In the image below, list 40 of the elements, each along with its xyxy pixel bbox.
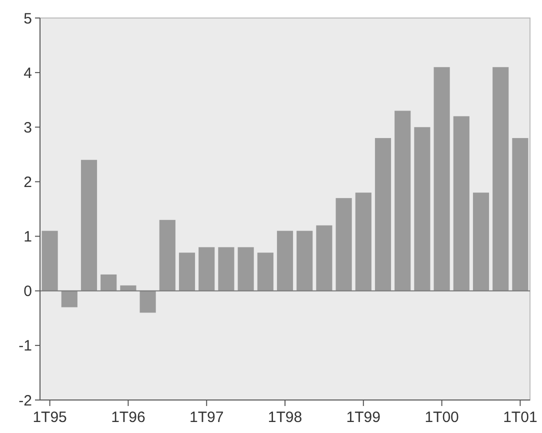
bar (453, 116, 470, 291)
bar (296, 230, 313, 291)
bar (512, 138, 528, 291)
bar (434, 67, 450, 291)
bar (336, 198, 352, 291)
bar (42, 230, 58, 291)
x-tick-label: 1T95 (32, 409, 67, 426)
bar (316, 225, 332, 291)
bar (218, 247, 234, 291)
bar (394, 110, 411, 291)
bar (257, 252, 274, 291)
x-tick-label: 1T01 (503, 409, 538, 426)
bar (159, 220, 176, 291)
bar (140, 290, 156, 313)
y-tick-label: -2 (18, 392, 32, 410)
y-tick-label: -1 (18, 338, 32, 355)
bar (492, 67, 509, 291)
y-tick-label: 4 (24, 64, 32, 82)
x-tick-label: 1T96 (111, 409, 146, 426)
bar (100, 274, 117, 291)
x-tick-label: 1T00 (424, 409, 459, 426)
x-tick-label: 1T98 (268, 409, 302, 426)
bar (414, 127, 430, 291)
bar (198, 247, 215, 291)
bar (238, 247, 254, 291)
bar (178, 252, 196, 291)
y-tick-label: 3 (24, 119, 32, 136)
y-tick-label: 0 (24, 283, 32, 300)
y-tick-label: 1 (24, 228, 32, 246)
x-tick-label: 1T99 (346, 409, 380, 426)
bar (61, 290, 78, 308)
bar (120, 285, 136, 291)
y-tick-label: 5 (24, 10, 32, 28)
y-tick-label: 2 (24, 174, 32, 191)
bar (355, 192, 372, 291)
bar (374, 138, 392, 291)
bar (472, 192, 490, 291)
x-tick-label: 1T97 (190, 409, 224, 426)
bar (276, 230, 294, 291)
bar (80, 160, 98, 291)
